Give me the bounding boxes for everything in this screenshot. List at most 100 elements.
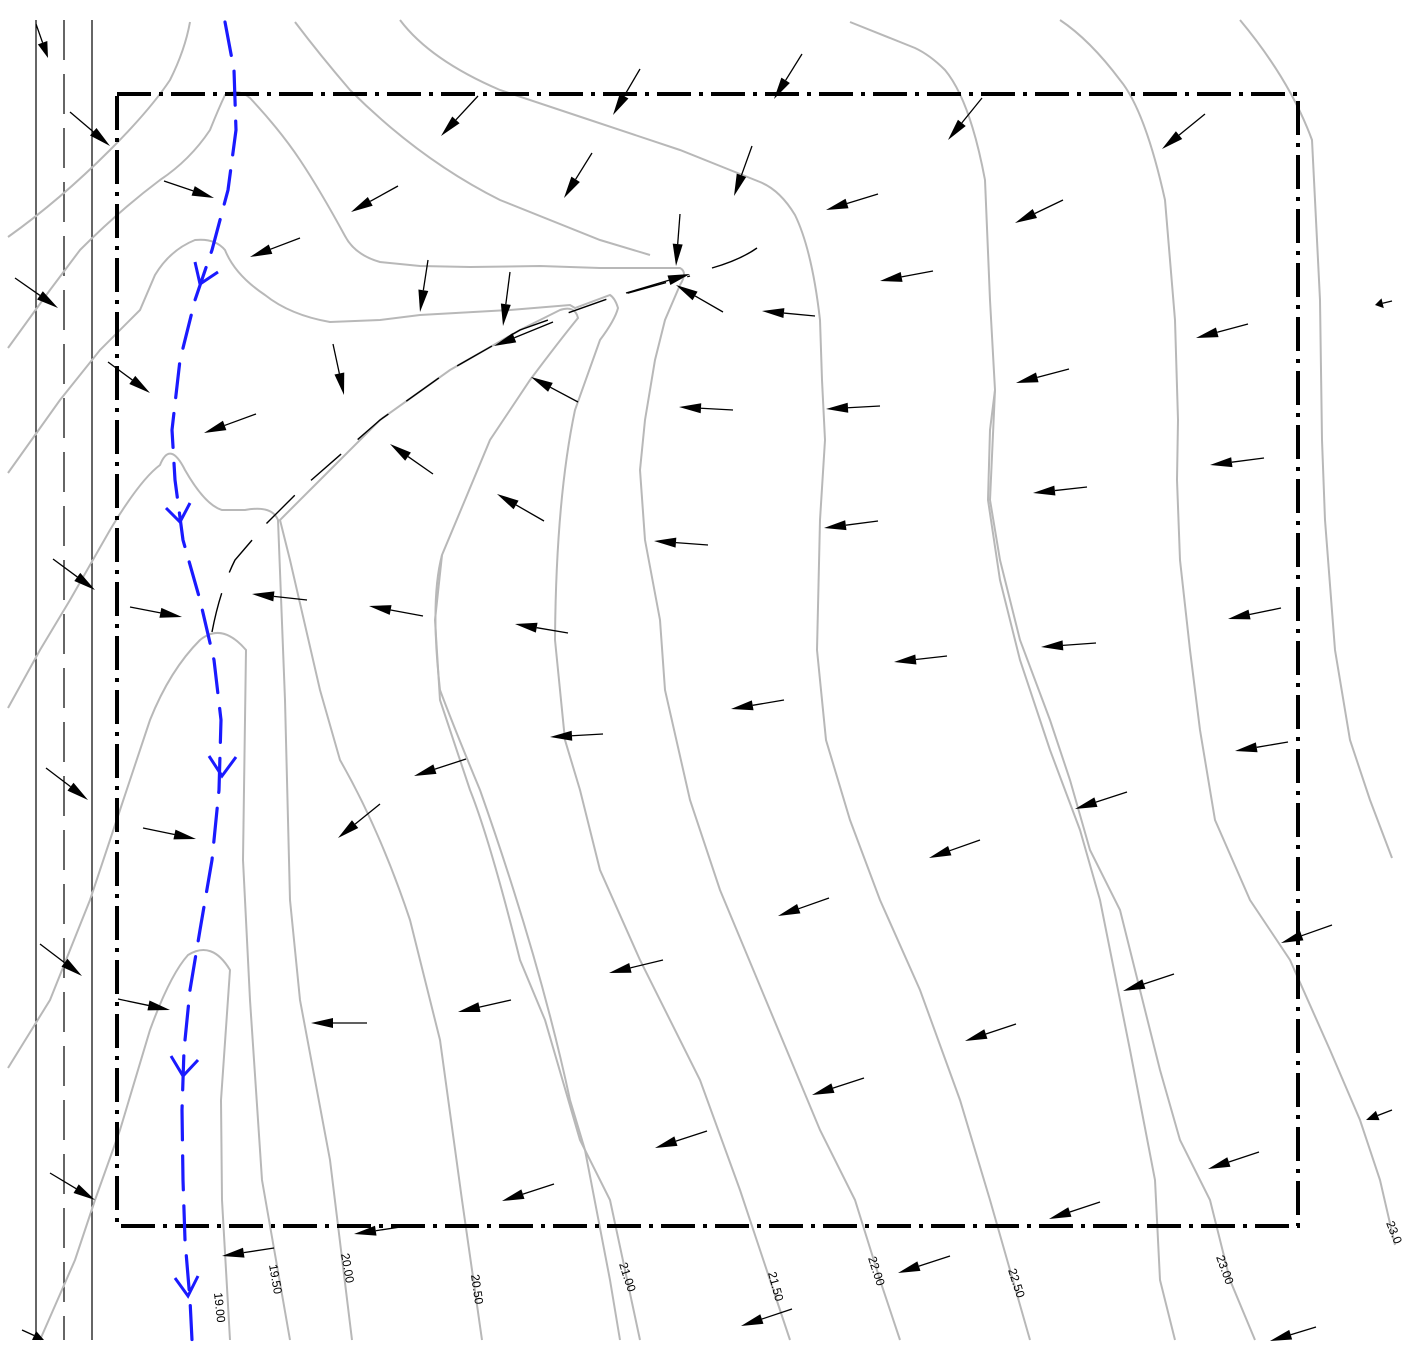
flow-arrow	[625, 274, 690, 294]
flow-arrow	[252, 591, 308, 602]
contour-line-23-00	[988, 389, 1256, 1341]
flow-arrow-head	[159, 607, 182, 618]
flow-arrow-shaft	[422, 259, 429, 291]
flow-arrow-head	[61, 958, 82, 976]
flow-arrow	[163, 180, 214, 198]
flow-arrow	[1366, 1109, 1393, 1121]
flow-arrow-shaft	[1249, 607, 1282, 616]
flow-direction-chevron	[207, 755, 238, 779]
flow-arrow-shaft	[390, 609, 424, 617]
flow-arrow-shaft	[375, 1225, 408, 1232]
flow-arrow-head	[1123, 979, 1146, 991]
flow-arrow	[531, 377, 579, 403]
flow-arrow-head	[741, 1314, 764, 1326]
flow-arrow-shaft	[522, 1183, 555, 1195]
flow-arrow	[369, 605, 424, 617]
flow-arrow	[676, 285, 724, 313]
flow-arrow	[45, 767, 88, 800]
flow-arrow-shaft	[243, 1247, 275, 1254]
contour-line-19-50	[7, 631, 291, 1341]
flow-arrow-head	[965, 1029, 988, 1041]
flow-arrow-head	[1366, 1110, 1380, 1121]
flow-arrow	[418, 259, 429, 312]
flow-arrow-head	[1196, 327, 1219, 338]
flow-arrow	[222, 1247, 275, 1258]
flow-arrow	[1210, 457, 1265, 468]
flow-arrow	[107, 361, 150, 393]
flow-arrow-head	[774, 77, 790, 99]
flow-arrow	[564, 152, 593, 198]
flow-arrow-head	[564, 176, 580, 198]
contour-labels: 19.00 19.50 20.00 20.50 21.00 21.50 22.0…	[211, 1219, 1405, 1324]
overland-flow-path	[164, 20, 238, 1342]
flow-arrow-head	[676, 285, 698, 301]
flow-arrow-head	[929, 845, 952, 858]
flow-arrow-shaft	[1178, 113, 1206, 136]
contour-label: 19.00	[211, 1292, 228, 1324]
flow-arrow-head	[1228, 609, 1251, 620]
flow-arrow	[679, 403, 734, 414]
flow-arrow-shaft	[1034, 199, 1064, 215]
flow-arrow-shaft	[505, 271, 511, 305]
flow-arrow-head	[458, 1002, 481, 1013]
flow-arrow-shaft	[1217, 323, 1249, 333]
contour-label: 20.50	[468, 1273, 486, 1305]
flow-arrow	[515, 622, 569, 634]
flow-arrow	[414, 758, 467, 776]
flow-arrow-shaft	[163, 180, 194, 192]
flow-arrow-shaft	[35, 23, 44, 43]
flow-arrow	[826, 402, 881, 413]
flow-arrow-shaft	[550, 386, 579, 403]
flow-arrow-shaft	[434, 758, 467, 770]
flow-arrow-head	[1210, 457, 1233, 468]
flow-arrow	[458, 999, 512, 1013]
flow-arrow-shaft	[915, 655, 948, 661]
contour-line-21-00b	[7, 238, 791, 1341]
flow-arrow-shaft	[752, 699, 785, 706]
flow-arrow-head	[494, 333, 517, 346]
flow-arrow	[204, 413, 257, 433]
flow-arrow-head	[824, 520, 847, 531]
flow-arrow	[1196, 323, 1249, 338]
contour-line-19-50-top	[7, 21, 191, 238]
flow-arrow-head	[338, 820, 359, 838]
flow-arrow	[21, 1329, 44, 1341]
contour-line-20-00	[7, 452, 353, 1341]
flow-arrow-head	[1015, 208, 1038, 223]
flow-arrow-shaft	[514, 321, 554, 339]
flow-arrow-head	[654, 537, 677, 548]
flow-arrow	[39, 943, 82, 976]
flow-arrow-head	[89, 127, 110, 146]
flow-arrow-head	[1235, 742, 1258, 753]
flow-arrow	[338, 803, 381, 838]
flow-arrow-head	[1075, 797, 1098, 809]
flow-arrow	[1033, 485, 1088, 496]
flow-arrow	[734, 145, 753, 196]
flow-arrow-shaft	[832, 1077, 865, 1089]
flow-arrow-head	[731, 700, 754, 711]
flow-arrow-shaft	[949, 839, 981, 852]
flow-arrow	[774, 53, 803, 99]
flow-arrow-shaft	[1382, 300, 1393, 304]
flow-arrow	[1049, 1201, 1101, 1219]
flow-arrow-shaft	[700, 407, 734, 411]
flow-arrow	[52, 558, 95, 590]
flow-arrow-shaft	[270, 237, 301, 250]
flow-arrow-head	[655, 1136, 678, 1148]
flow-arrow	[826, 193, 879, 210]
flow-arrow-shaft	[985, 1023, 1017, 1035]
flow-arrow-shaft	[455, 95, 479, 121]
flow-arrow-shaft	[1069, 1201, 1101, 1213]
flow-arrow	[351, 185, 399, 212]
flow-arrow-head	[37, 41, 48, 58]
contour-line-top-short	[294, 21, 651, 256]
flow-arrow	[812, 1077, 865, 1095]
flow-arrow	[898, 1255, 951, 1273]
flow-arrow-head	[1033, 485, 1056, 496]
flow-arrow-head	[812, 1083, 835, 1095]
flow-arrow-head	[679, 403, 702, 414]
flow-arrow-head	[147, 1000, 170, 1011]
contour-label: 20.00	[338, 1252, 357, 1284]
flow-arrow-shaft	[332, 343, 340, 374]
